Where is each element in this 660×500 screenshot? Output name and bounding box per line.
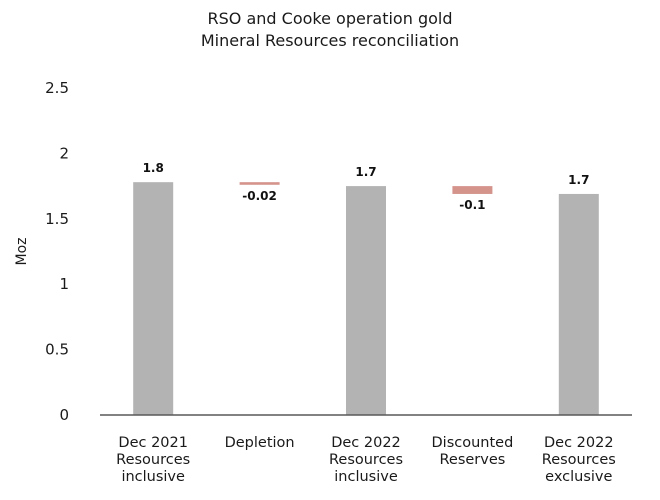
y-tick-labels: 0 0.5 1 1.5 2 2.5 <box>45 79 69 424</box>
bars <box>133 182 599 415</box>
bar-value-label: 1.7 <box>568 173 589 187</box>
category-label-line: inclusive <box>334 469 398 485</box>
category-label: Dec 2022 Resources inclusive <box>329 435 403 485</box>
y-axis-label: Moz <box>14 238 30 266</box>
total-bar <box>346 186 386 415</box>
bar-value-label: 1.7 <box>355 165 376 179</box>
decrease-bar <box>239 182 280 185</box>
category-label-line: Resources <box>116 452 190 468</box>
bar-value-label: -0.02 <box>242 189 277 203</box>
category-label-line: Resources <box>329 452 403 468</box>
decrease-bar <box>452 186 493 194</box>
y-tick-label: 1 <box>59 275 69 293</box>
category-label-line: Discounted <box>432 435 514 451</box>
data-labels: 1.8 -0.02 1.7 -0.1 1.7 <box>143 161 590 212</box>
category-label-line: exclusive <box>545 469 612 485</box>
category-label: Dec 2021 Resources inclusive <box>116 435 190 485</box>
y-tick-label: 2.5 <box>45 79 69 97</box>
chart-title-line-1: RSO and Cooke operation gold <box>207 9 453 28</box>
y-tick-label: 0 <box>59 406 69 424</box>
category-label-line: inclusive <box>121 469 185 485</box>
chart-title: RSO and Cooke operation gold Mineral Res… <box>0 8 660 52</box>
category-label-line: Depletion <box>225 435 295 451</box>
bar-value-label: -0.1 <box>459 198 485 212</box>
bar-value-label: 1.8 <box>143 161 164 175</box>
chart-title-line-2: Mineral Resources reconciliation <box>200 31 460 50</box>
category-label-line: Reserves <box>439 452 505 468</box>
category-label: Dec 2022 Resources exclusive <box>542 435 616 485</box>
total-bar <box>133 182 174 415</box>
category-label: Discounted Reserves <box>432 435 514 468</box>
y-axis-title: Moz <box>14 238 30 266</box>
category-label: Depletion <box>225 435 295 451</box>
category-label-line: Dec 2022 <box>544 435 614 451</box>
category-label-line: Resources <box>542 452 616 468</box>
category-label-line: Dec 2022 <box>331 435 401 451</box>
total-bar <box>558 193 599 415</box>
category-label-line: Dec 2021 <box>118 435 188 451</box>
y-tick-label: 0.5 <box>45 341 69 359</box>
y-tick-label: 2 <box>59 144 69 162</box>
y-tick-label: 1.5 <box>45 210 69 228</box>
